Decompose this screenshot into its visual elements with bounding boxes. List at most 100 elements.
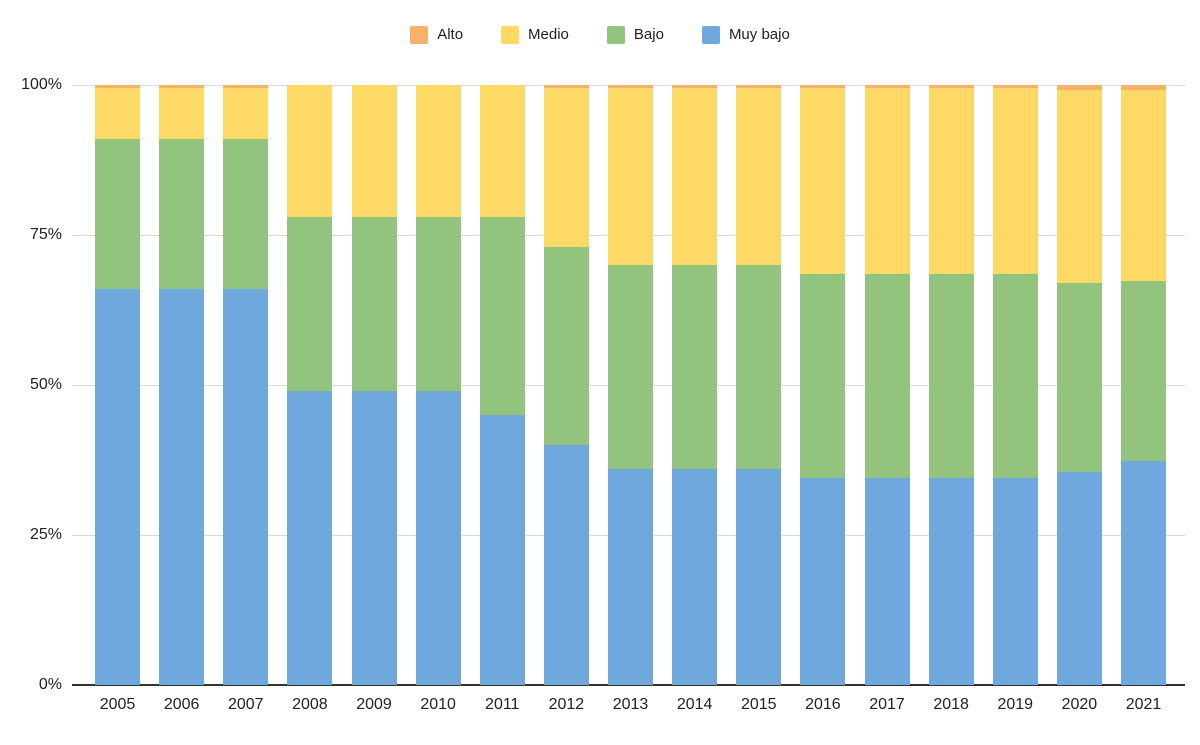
bar-segment-bajo-2009[interactable] [351,217,397,391]
bar-segment-medio-2011[interactable] [479,85,525,217]
bar-2009 [351,85,397,685]
bar-segment-bajo-2008[interactable] [287,217,333,391]
bar-segment-bajo-2006[interactable] [159,139,205,289]
x-tick-label-2015: 2015 [740,696,777,713]
x-tick-label-2021: 2021 [1125,696,1162,713]
legend-item-bajo[interactable]: Bajo [606,26,664,44]
bar-2017 [864,85,910,685]
bar-segment-medio-2012[interactable] [543,88,589,247]
bar-segment-alto-2007[interactable] [223,85,269,88]
x-tick-label-2012: 2012 [548,696,585,713]
bar-segment-muy-bajo-2013[interactable] [608,469,653,685]
x-tick-label-2010: 2010 [420,696,456,713]
bar-segment-bajo-2014[interactable] [672,265,718,469]
x-tick-label-2008: 2008 [292,696,328,713]
bar-segment-bajo-2020[interactable] [1056,283,1102,472]
bar-segment-bajo-2007[interactable] [223,139,269,289]
bar-segment-medio-2013[interactable] [608,88,653,265]
legend-label-medio: Medio [528,26,569,43]
legend-swatch-muy-bajo [701,26,720,44]
x-tick-label-2018: 2018 [933,696,969,713]
bar-segment-muy-bajo-2005[interactable] [95,289,140,685]
bar-segment-muy-bajo-2006[interactable] [159,289,205,685]
bar-segment-muy-bajo-2016[interactable] [800,478,846,685]
bar-segment-muy-bajo-2019[interactable] [992,478,1038,685]
bar-segment-bajo-2017[interactable] [864,274,910,478]
bar-segment-medio-2006[interactable] [159,88,205,139]
bar-segment-muy-bajo-2018[interactable] [928,478,974,685]
bar-segment-medio-2009[interactable] [351,85,397,217]
bar-segment-alto-2016[interactable] [800,85,846,88]
bar-segment-alto-2014[interactable] [672,85,718,88]
bar-segment-muy-bajo-2007[interactable] [223,289,269,685]
x-axis-line [72,684,1185,686]
bar-segment-medio-2015[interactable] [736,88,782,265]
legend-item-medio[interactable]: Medio [501,26,569,44]
legend-swatch-alto [410,26,429,44]
y-tick-label-0: 0% [38,676,62,693]
bar-segment-medio-2017[interactable] [864,88,910,274]
bar-segment-medio-2019[interactable] [992,88,1038,274]
bar-segment-muy-bajo-2011[interactable] [479,415,525,685]
bar-segment-medio-2014[interactable] [672,88,718,265]
bar-2015 [736,85,782,685]
bar-segment-bajo-2015[interactable] [736,265,782,469]
bar-segment-medio-2021[interactable] [1121,89,1166,282]
x-tick-label-2014: 2014 [676,696,713,713]
bar-2021 [1121,85,1166,685]
bar-segment-alto-2006[interactable] [159,85,205,88]
bar-segment-alto-2012[interactable] [543,85,589,88]
bar-segment-muy-bajo-2010[interactable] [415,391,461,685]
x-tick-label-2016: 2016 [805,696,841,713]
bar-segment-bajo-2013[interactable] [608,265,653,469]
bar-segment-bajo-2016[interactable] [800,274,846,478]
bar-segment-alto-2015[interactable] [736,85,782,88]
bar-2013 [608,85,653,685]
bar-segment-bajo-2010[interactable] [415,217,461,391]
bar-segment-bajo-2018[interactable] [928,274,974,478]
bar-segment-alto-2005[interactable] [95,85,140,88]
bar-2018 [928,85,974,685]
bar-2006 [159,85,205,685]
bar-segment-medio-2018[interactable] [928,88,974,274]
bar-segment-bajo-2021[interactable] [1121,281,1166,462]
bar-segment-medio-2010[interactable] [415,85,461,217]
legend-label-bajo: Bajo [633,26,664,43]
x-tick-label-2019: 2019 [997,696,1034,713]
bar-segment-muy-bajo-2009[interactable] [351,391,397,685]
bar-segment-bajo-2019[interactable] [992,274,1038,478]
bar-segment-medio-2020[interactable] [1056,89,1102,283]
bar-segment-muy-bajo-2021[interactable] [1121,461,1166,685]
legend-item-muy-bajo[interactable]: Muy bajo [701,26,790,44]
bar-segment-muy-bajo-2015[interactable] [736,469,782,685]
bar-segment-medio-2016[interactable] [800,88,846,274]
bar-segment-muy-bajo-2014[interactable] [672,469,718,685]
legend-label-muy-bajo: Muy bajo [728,26,790,43]
bar-2020 [1056,85,1102,685]
bar-segment-medio-2007[interactable] [223,88,269,139]
bar-segment-alto-2013[interactable] [608,85,653,88]
bar-segment-medio-2008[interactable] [287,85,333,217]
bar-segment-bajo-2011[interactable] [479,217,525,415]
bar-segment-alto-2019[interactable] [992,85,1038,88]
y-tick-label-100: 100% [21,76,62,93]
x-tick-label-2007: 2007 [227,696,264,713]
bar-segment-medio-2005[interactable] [95,88,140,139]
legend-swatch-medio [501,26,520,44]
bar-segment-muy-bajo-2017[interactable] [864,478,910,685]
bar-segment-alto-2020[interactable] [1056,85,1102,90]
bar-segment-muy-bajo-2012[interactable] [543,445,589,685]
x-tick-label-2009: 2009 [356,696,392,713]
bar-segment-alto-2018[interactable] [928,85,974,88]
bar-segment-muy-bajo-2020[interactable] [1056,472,1102,685]
bar-segment-muy-bajo-2008[interactable] [287,391,333,685]
y-tick-label-75: 75% [29,226,62,243]
bar-segment-bajo-2012[interactable] [543,247,589,445]
bar-segment-bajo-2005[interactable] [95,139,140,289]
legend-item-alto[interactable]: Alto [410,26,463,44]
bar-segment-alto-2021[interactable] [1121,85,1166,90]
bar-segment-alto-2017[interactable] [864,85,910,88]
x-tick-label-2013: 2013 [612,696,649,713]
